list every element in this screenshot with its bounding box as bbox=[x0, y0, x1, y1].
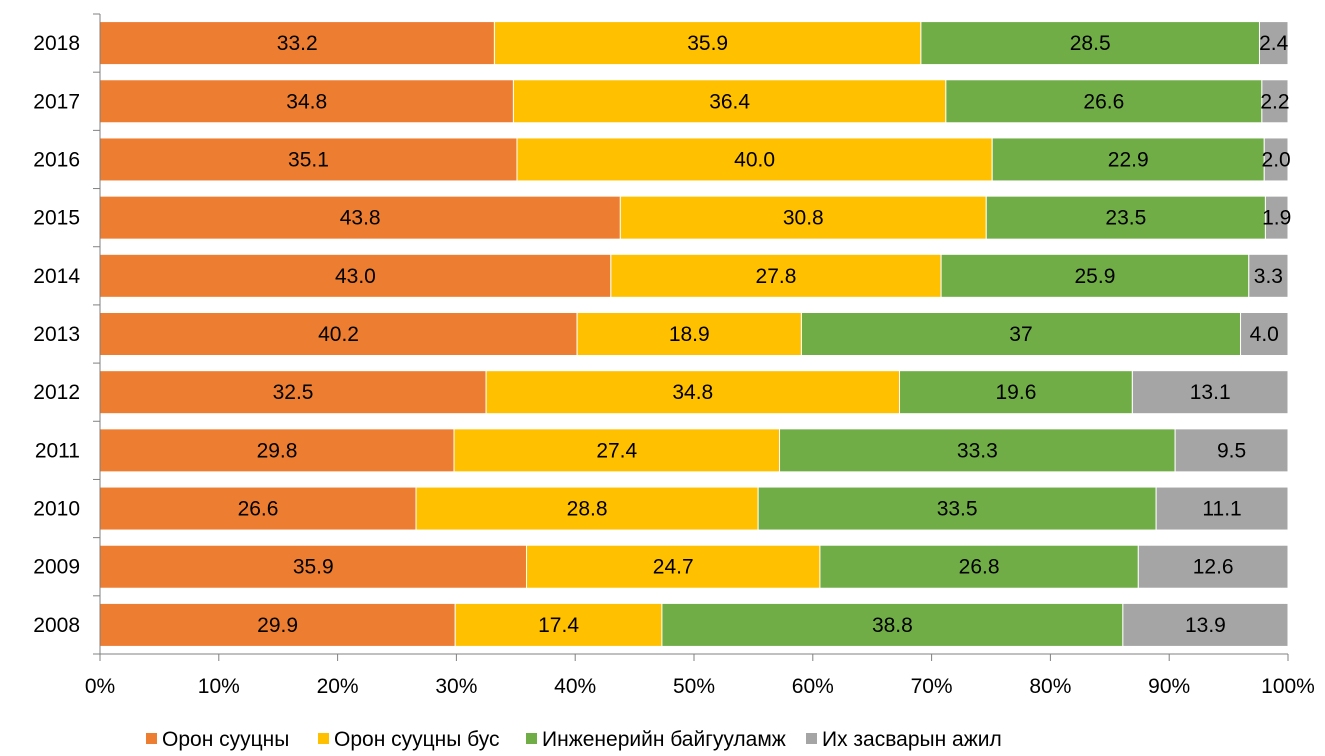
data-label-2015-s1: 30.8 bbox=[783, 207, 824, 230]
data-label-2010-s2: 33.5 bbox=[937, 498, 978, 521]
data-label-2008-s2: 38.8 bbox=[872, 614, 913, 637]
data-label-2011-s3: 9.5 bbox=[1217, 439, 1246, 462]
x-tick-label-5: 50% bbox=[673, 675, 715, 698]
data-label-2010-s3: 11.1 bbox=[1202, 498, 1241, 521]
data-label-2011-s2: 33.3 bbox=[957, 439, 998, 462]
legend: Орон сууцны Орон сууцны бус Инженерийн бай… bbox=[146, 728, 1002, 751]
x-tick-label-7: 70% bbox=[911, 675, 953, 698]
data-label-2017-s1: 36.4 bbox=[709, 90, 750, 113]
data-label-2009-s2: 26.8 bbox=[959, 556, 1000, 579]
data-label-2017-s3: 2.2 bbox=[1260, 90, 1289, 113]
data-label-2015-s2: 23.5 bbox=[1105, 207, 1146, 230]
data-label-2012-s3: 13.1 bbox=[1190, 381, 1231, 404]
data-label-2012-s2: 19.6 bbox=[996, 381, 1037, 404]
bars-group: 33.2 35.9 28.5 2.4 34.8 36.4 26.6 2.2 35.1 40.0 22… bbox=[100, 22, 1291, 647]
legend-swatch-3 bbox=[806, 733, 817, 744]
legend-swatch-1 bbox=[318, 733, 329, 744]
data-label-2016-s2: 22.9 bbox=[1108, 148, 1149, 171]
y-tick-label-2011: 2011 bbox=[35, 439, 80, 462]
y-tick-label-2018: 2018 bbox=[33, 32, 80, 55]
x-tick-label-8: 80% bbox=[1029, 675, 1071, 698]
data-label-2014-s3: 3.3 bbox=[1254, 265, 1283, 288]
y-axis: 2018 2017 2016 2015 2014 2013 2012 2011 2010 2009… bbox=[33, 14, 100, 654]
x-tick-label-6: 60% bbox=[792, 675, 834, 698]
data-label-2010-s0: 26.6 bbox=[238, 498, 279, 521]
data-label-2015-s3: 1.9 bbox=[1262, 207, 1291, 230]
y-tick-label-2017: 2017 bbox=[33, 90, 80, 113]
y-tick-label-2008: 2008 bbox=[33, 614, 80, 637]
data-label-2013-s0: 40.2 bbox=[318, 323, 359, 346]
x-tick-label-3: 30% bbox=[435, 675, 477, 698]
data-label-2014-s1: 27.8 bbox=[756, 265, 797, 288]
x-tick-label-2: 20% bbox=[317, 675, 359, 698]
data-label-2016-s3: 2.0 bbox=[1262, 148, 1291, 171]
data-label-2016-s0: 35.1 bbox=[288, 148, 329, 171]
data-label-2014-s0: 43.0 bbox=[335, 265, 376, 288]
data-label-2009-s3: 12.6 bbox=[1193, 556, 1234, 579]
legend-label-1: Орон сууцны бус bbox=[334, 728, 500, 751]
data-label-2009-s0: 35.9 bbox=[293, 556, 334, 579]
data-label-2011-s1: 27.4 bbox=[596, 439, 637, 462]
x-tick-label-1: 10% bbox=[198, 675, 240, 698]
data-label-2014-s2: 25.9 bbox=[1075, 265, 1116, 288]
data-label-2018-s3: 2.4 bbox=[1259, 32, 1289, 55]
data-label-2018-s0: 33.2 bbox=[277, 32, 318, 55]
data-label-2018-s1: 35.9 bbox=[687, 32, 728, 55]
data-label-2017-s0: 34.8 bbox=[286, 90, 327, 113]
data-label-2016-s1: 40.0 bbox=[734, 148, 775, 171]
y-tick-label-2014: 2014 bbox=[33, 265, 80, 288]
x-tick-label-4: 40% bbox=[554, 675, 596, 698]
data-label-2013-s2: 37 bbox=[1009, 323, 1032, 346]
y-tick-label-2016: 2016 bbox=[33, 148, 80, 171]
data-label-2017-s2: 26.6 bbox=[1083, 90, 1124, 113]
data-label-2012-s1: 34.8 bbox=[672, 381, 713, 404]
data-label-2008-s1: 17.4 bbox=[538, 614, 579, 637]
legend-swatch-2 bbox=[526, 733, 537, 744]
data-label-2008-s3: 13.9 bbox=[1185, 614, 1226, 637]
legend-label-3: Их засварын ажил bbox=[822, 728, 1002, 751]
data-label-2011-s0: 29.8 bbox=[257, 439, 298, 462]
x-tick-label-10: 100% bbox=[1261, 675, 1315, 698]
y-tick-label-2015: 2015 bbox=[33, 207, 80, 230]
y-tick-label-2013: 2013 bbox=[33, 323, 80, 346]
data-label-2015-s0: 43.8 bbox=[340, 207, 381, 230]
y-tick-label-2012: 2012 bbox=[33, 381, 80, 404]
legend-label-2: Инженерийн байгууламж bbox=[542, 728, 786, 751]
data-label-2013-s1: 18.9 bbox=[669, 323, 710, 346]
legend-swatch-0 bbox=[146, 733, 157, 744]
legend-label-0: Орон сууцны bbox=[162, 728, 289, 751]
x-tick-label-0: 0% bbox=[85, 675, 115, 698]
x-tick-label-9: 90% bbox=[1148, 675, 1190, 698]
data-label-2010-s1: 28.8 bbox=[567, 498, 608, 521]
data-label-2008-s0: 29.9 bbox=[257, 614, 298, 637]
x-axis: 0% 10% 20% 30% 40% 50% 60% 70% 80% 90% 100% bbox=[85, 654, 1315, 698]
data-label-2018-s2: 28.5 bbox=[1070, 32, 1111, 55]
y-tick-label-2009: 2009 bbox=[33, 556, 80, 579]
data-label-2013-s3: 4.0 bbox=[1250, 323, 1279, 346]
y-tick-label-2010: 2010 bbox=[33, 498, 80, 521]
data-label-2012-s0: 32.5 bbox=[273, 381, 314, 404]
data-label-2009-s1: 24.7 bbox=[653, 556, 694, 579]
